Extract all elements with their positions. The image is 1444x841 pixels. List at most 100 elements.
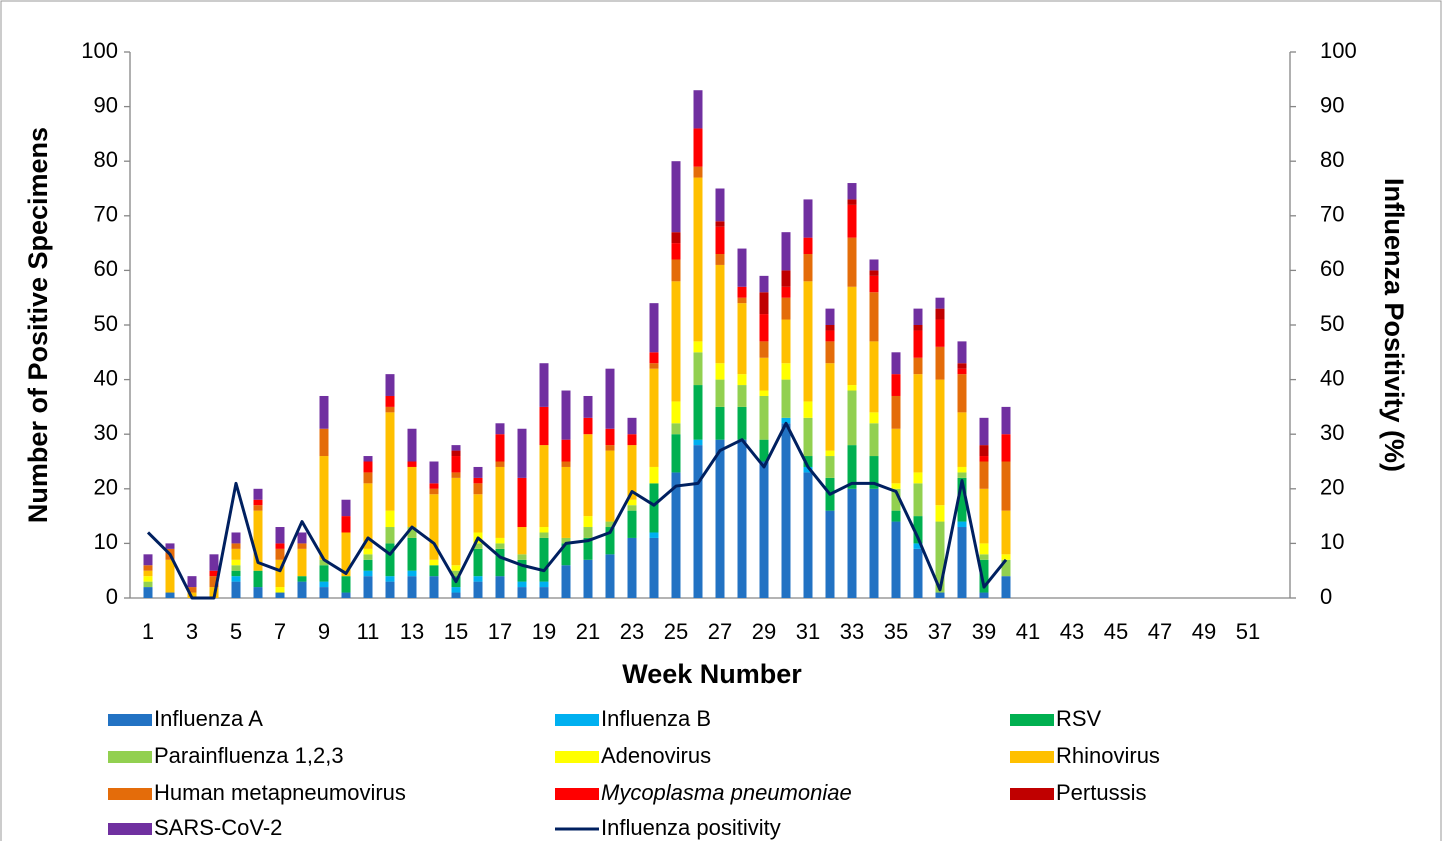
bar-segment — [561, 565, 571, 598]
bar-segment — [935, 319, 945, 347]
bar-segment — [297, 543, 307, 549]
bar-segment — [913, 548, 923, 598]
bar-segment — [825, 456, 835, 478]
bar-segment — [693, 352, 703, 386]
bar-segment — [847, 204, 857, 238]
bar-segment — [847, 390, 857, 446]
bar-segment — [957, 472, 967, 478]
y-tick-label: 20 — [94, 475, 118, 500]
bar-segment — [319, 428, 329, 457]
bar-segment — [363, 554, 373, 560]
bar-segment — [297, 548, 307, 577]
bar-segment — [429, 494, 439, 560]
bar-segment — [495, 576, 505, 598]
bar-segment — [451, 472, 461, 478]
bar-segment — [231, 576, 241, 582]
bar-segment — [363, 548, 373, 555]
bar-segment — [539, 532, 549, 538]
bar-segment — [957, 412, 967, 467]
x-tick-label: 35 — [884, 619, 908, 644]
bar-segment — [209, 570, 219, 577]
x-tick-label: 37 — [928, 619, 952, 644]
bar-segment — [649, 483, 659, 533]
bar-segment — [671, 434, 681, 473]
bar-segment — [561, 543, 571, 566]
bar-segment — [935, 297, 945, 309]
x-tick-label: 1 — [142, 619, 154, 644]
bar-segment — [605, 521, 615, 528]
bar-segment — [825, 330, 835, 342]
bar-segment — [363, 456, 373, 462]
bar-segment — [737, 406, 747, 440]
legend-label: Human metapneumovirus — [154, 780, 406, 805]
bar-segment — [715, 363, 725, 380]
legend-label: Pertussis — [1056, 780, 1146, 805]
bar-segment — [627, 510, 637, 538]
bar-segment — [913, 516, 923, 544]
bar-segment — [781, 379, 791, 418]
bar-segment — [649, 532, 659, 538]
legend-label: Influenza positivity — [601, 815, 781, 840]
y2-tick-label: 0 — [1320, 584, 1332, 609]
legend-swatch — [555, 751, 599, 763]
bar-segment — [473, 576, 483, 582]
bar-segment — [473, 483, 483, 495]
bar-segment — [979, 456, 989, 462]
bar-segment — [737, 439, 747, 598]
bar-segment — [737, 286, 747, 298]
bar-segment — [693, 341, 703, 353]
bar-segment — [297, 576, 307, 582]
bar-segment — [671, 472, 681, 598]
bar-segment — [605, 554, 615, 598]
bar-segment — [715, 221, 725, 227]
bar-segment — [979, 543, 989, 555]
bar-segment — [1001, 406, 1011, 435]
bar-segment — [143, 570, 153, 577]
bar-segment — [891, 428, 901, 484]
x-tick-label: 13 — [400, 619, 424, 644]
x-tick-label: 3 — [186, 619, 198, 644]
legend-swatch — [108, 788, 152, 800]
bar-segment — [385, 374, 395, 396]
bar-segment — [979, 461, 989, 489]
x-axis-title: Week Number — [622, 659, 802, 689]
bar-segment — [891, 521, 901, 598]
bar-segment — [451, 592, 461, 598]
bar-segment — [583, 417, 593, 435]
bar-segment — [539, 527, 549, 533]
bar-segment — [913, 357, 923, 375]
bar-segment — [583, 434, 593, 517]
bar-segment — [605, 445, 615, 451]
bar-segment — [627, 445, 637, 500]
bar-segment — [451, 570, 461, 577]
bar-segment — [583, 516, 593, 528]
bar-segment — [891, 483, 901, 489]
bar-segment — [847, 445, 857, 489]
bar-segment — [495, 434, 505, 462]
bar-segment — [693, 128, 703, 167]
bar-segment — [847, 237, 857, 287]
bar-segment — [517, 581, 527, 588]
bar-segment — [649, 368, 659, 467]
bar-segment — [495, 466, 505, 538]
bar-segment — [275, 548, 285, 560]
bar-segment — [341, 576, 351, 593]
x-tick-label: 21 — [576, 619, 600, 644]
bar-segment — [385, 395, 395, 407]
bar-segment — [341, 516, 351, 533]
bar-segment — [319, 587, 329, 598]
bar-segment — [583, 527, 593, 538]
bar-segment — [627, 505, 637, 511]
bar-segment — [319, 395, 329, 429]
x-tick-label: 43 — [1060, 619, 1084, 644]
bar-segment — [715, 226, 725, 255]
bar-segment — [363, 461, 373, 473]
bar-segment — [781, 423, 791, 598]
bar-segment — [253, 587, 263, 598]
bar-segment — [759, 461, 769, 598]
bar-segment — [429, 559, 439, 566]
x-tick-label: 5 — [230, 619, 242, 644]
bar-segment — [671, 161, 681, 233]
bar-segment — [363, 472, 373, 484]
legend-label: RSV — [1056, 706, 1102, 731]
